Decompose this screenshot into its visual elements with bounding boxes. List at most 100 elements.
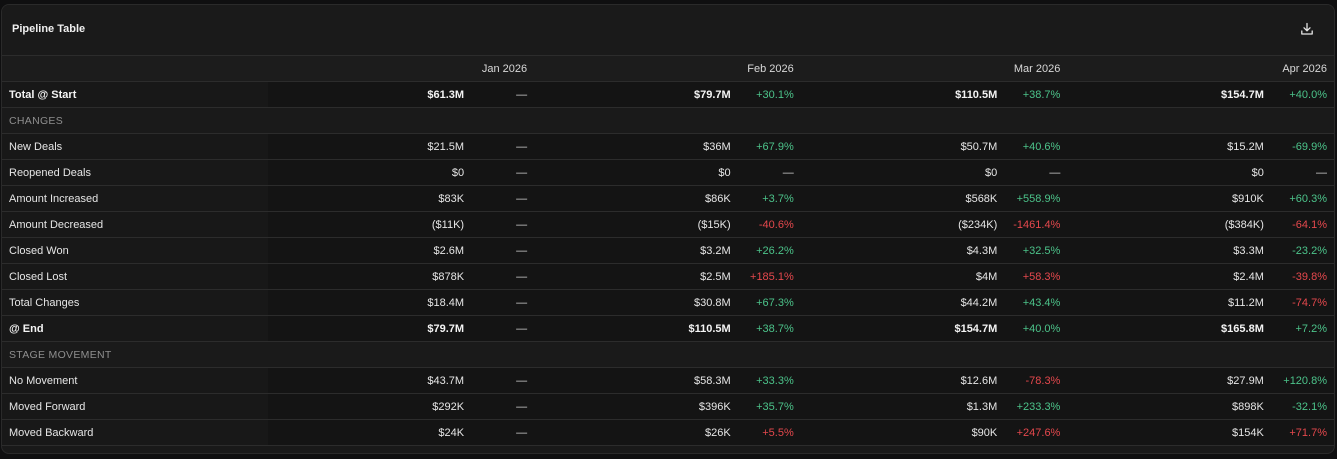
cell-value: $50.7M <box>800 133 1004 160</box>
cell-change-percent: — <box>470 237 535 264</box>
row-label: Amount Increased <box>2 185 268 212</box>
table-row: Amount Decreased ($11K) — ($15K) -40.6% ($234… <box>2 211 1334 238</box>
section-header-label: STAGE MOVEMENT <box>2 341 1334 368</box>
row-label: Closed Won <box>2 237 268 264</box>
cell-change-percent: — <box>1269 159 1334 186</box>
table-row: Closed Won $2.6M — $3.2M +26.2% $4.3M +32.5% $3… <box>2 237 1334 264</box>
cell-value: $26K <box>534 419 737 446</box>
cell-change-percent: +71.7% <box>1269 419 1334 446</box>
table-row: Reopened Deals $0— $0— $0— $0— <box>2 159 1334 186</box>
cell-value: $36M <box>534 133 737 160</box>
cell-value: $3.2M <box>534 237 737 264</box>
row-label: Total @ Start <box>2 81 268 108</box>
cell-value: $165.8M <box>1067 315 1270 342</box>
cell-change-percent: -78.3% <box>1003 367 1068 394</box>
pipeline-table-panel: Pipeline Table Jan 2026 Feb 2026 Mar 202… <box>1 4 1335 454</box>
cell-value: $154.7M <box>800 315 1004 342</box>
cell-value: $898K <box>1067 393 1270 420</box>
table-row: New Deals $21.5M — $36M +67.9% $50.7M +40.6% $1… <box>2 133 1334 160</box>
cell-value: $3.3M <box>1067 237 1270 264</box>
cell-change-percent: — <box>736 159 801 186</box>
cell-change-percent: +67.3% <box>736 289 801 316</box>
cell-change-percent: +67.9% <box>736 133 801 160</box>
cell-change-percent: +33.3% <box>736 367 801 394</box>
column-header[interactable]: Jan 2026 <box>267 55 535 82</box>
table-row: Moved Backward $24K — $26K +5.5% $90K +247.6% $… <box>2 419 1334 446</box>
row-label: Reopened Deals <box>2 159 268 186</box>
cell-change-percent: -69.9% <box>1269 133 1334 160</box>
table-row: Amount Increased $83K — $86K +3.7% $568K +558.… <box>2 185 1334 212</box>
cell-change-percent: +5.5% <box>736 419 801 446</box>
row-label: No Movement <box>2 367 268 394</box>
cell-change-percent: — <box>470 393 535 420</box>
cell-change-percent: -64.1% <box>1269 211 1334 238</box>
cell-value: $2.4M <box>1067 263 1270 290</box>
header-label-cell <box>2 55 268 82</box>
cell-value: $1.3M <box>800 393 1004 420</box>
cell-value: $292K <box>267 393 471 420</box>
section-header-row: STAGE MOVEMENT <box>2 341 1334 368</box>
cell-change-percent: -23.2% <box>1269 237 1334 264</box>
cell-change-percent: — <box>470 185 535 212</box>
cell-value: $79.7M <box>267 315 471 342</box>
cell-change-percent: +40.0% <box>1003 315 1068 342</box>
cell-value: $0 <box>267 159 471 186</box>
cell-change-percent: +26.2% <box>736 237 801 264</box>
table-row: No Movement $43.7M — $58.3M +33.3% $12.6M -78.… <box>2 367 1334 394</box>
cell-change-percent: — <box>470 419 535 446</box>
section-header-label: CHANGES <box>2 107 1334 134</box>
cell-change-percent: +558.9% <box>1003 185 1068 212</box>
cell-change-percent: — <box>470 133 535 160</box>
cell-change-percent: — <box>470 211 535 238</box>
cell-value: $43.7M <box>267 367 471 394</box>
cell-value: $568K <box>800 185 1004 212</box>
cell-change-percent: +32.5% <box>1003 237 1068 264</box>
table-row: Total Changes $18.4M — $30.8M +67.3% $44.2M +4… <box>2 289 1334 316</box>
cell-value: $4.3M <box>800 237 1004 264</box>
cell-value: $2.6M <box>267 237 471 264</box>
cell-value: ($15K) <box>534 211 737 238</box>
cell-value: $30.8M <box>534 289 737 316</box>
cell-change-percent: — <box>470 289 535 316</box>
download-button[interactable] <box>1298 20 1316 38</box>
panel-title: Pipeline Table <box>12 23 86 35</box>
table-row: Closed Lost $878K — $2.5M +185.1% $4M +58.3% $2… <box>2 263 1334 290</box>
cell-change-percent: -40.6% <box>736 211 801 238</box>
cell-value: $12.6M <box>800 367 1004 394</box>
row-label: Amount Decreased <box>2 211 268 238</box>
row-label: Closed Lost <box>2 263 268 290</box>
cell-change-percent: +185.1% <box>736 263 801 290</box>
table-row: @ End $79.7M — $110.5M +38.7% $154.7M +40.0% $1… <box>2 315 1334 342</box>
cell-value: $21.5M <box>267 133 471 160</box>
cell-value: ($384K) <box>1067 211 1270 238</box>
cell-change-percent: +40.6% <box>1003 133 1068 160</box>
cell-change-percent: — <box>470 315 535 342</box>
cell-change-percent: +38.7% <box>736 315 801 342</box>
cell-change-percent: — <box>470 367 535 394</box>
cell-value: $79.7M <box>534 81 737 108</box>
cell-change-percent: +7.2% <box>1269 315 1334 342</box>
column-header[interactable]: Feb 2026 <box>534 55 801 82</box>
cell-value: $110.5M <box>534 315 737 342</box>
cell-change-percent: — <box>470 263 535 290</box>
cell-value: $910K <box>1067 185 1270 212</box>
cell-value: ($11K) <box>267 211 471 238</box>
download-icon <box>1301 22 1313 35</box>
cell-value: $154.7M <box>1067 81 1270 108</box>
cell-value: $2.5M <box>534 263 737 290</box>
cell-change-percent: +43.4% <box>1003 289 1068 316</box>
cell-value: $15.2M <box>1067 133 1270 160</box>
column-header[interactable]: Mar 2026 <box>800 55 1068 82</box>
row-label: Total Changes <box>2 289 268 316</box>
cell-value: $90K <box>800 419 1004 446</box>
panel-header: Pipeline Table <box>2 5 1334 55</box>
cell-change-percent: — <box>470 159 535 186</box>
cell-value: $58.3M <box>534 367 737 394</box>
cell-value: $0 <box>534 159 737 186</box>
cell-value: ($234K) <box>800 211 1004 238</box>
cell-value: $154K <box>1067 419 1270 446</box>
column-header[interactable]: Apr 2026 <box>1067 55 1334 82</box>
cell-change-percent: +120.8% <box>1269 367 1334 394</box>
cell-change-percent: +60.3% <box>1269 185 1334 212</box>
cell-value: $44.2M <box>800 289 1004 316</box>
